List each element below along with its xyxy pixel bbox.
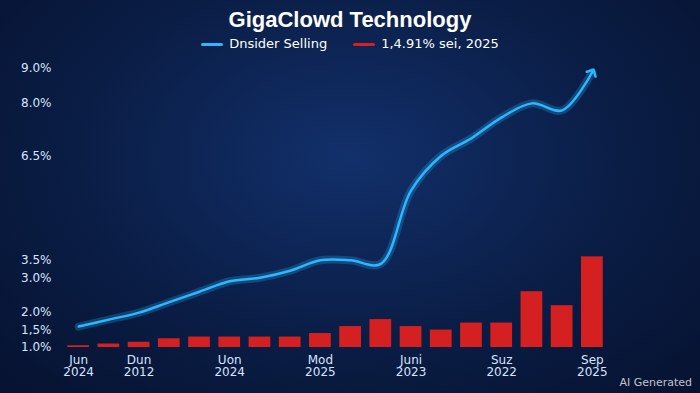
svg-text:Mod2025: Mod2025 — [305, 353, 336, 379]
svg-text:Uon2024: Uon2024 — [214, 353, 245, 379]
svg-text:3.5%: 3.5% — [21, 253, 52, 267]
svg-text:Dun2012: Dun2012 — [124, 353, 155, 379]
html-text:Dnsider Selling: Dnsider Selling — [229, 36, 328, 51]
svg-text:8.0%: 8.0% — [21, 96, 52, 110]
html-text:AI Generated: AI Generated — [619, 376, 692, 389]
html-text:GigaClowd Technology: GigaClowd Technology — [228, 7, 472, 32]
svg-text:6.5%: 6.5% — [21, 149, 52, 163]
svg-text:Jun2024: Jun2024 — [63, 353, 94, 379]
html-text:1,4.91% sei, 2025: 1,4.91% sei, 2025 — [381, 36, 499, 51]
svg-text:3.0%: 3.0% — [21, 271, 52, 285]
svg-text:1.0%: 1.0% — [21, 340, 52, 354]
svg-text:2.0%: 2.0% — [21, 305, 52, 319]
svg-text:9.0%: 9.0% — [21, 61, 52, 75]
svg-text:Suz2022: Suz2022 — [486, 353, 517, 379]
svg-text:Sep2025: Sep2025 — [577, 353, 608, 379]
svg-text:1,5%: 1,5% — [21, 323, 52, 337]
svg-text:Juni2023: Juni2023 — [396, 353, 427, 379]
